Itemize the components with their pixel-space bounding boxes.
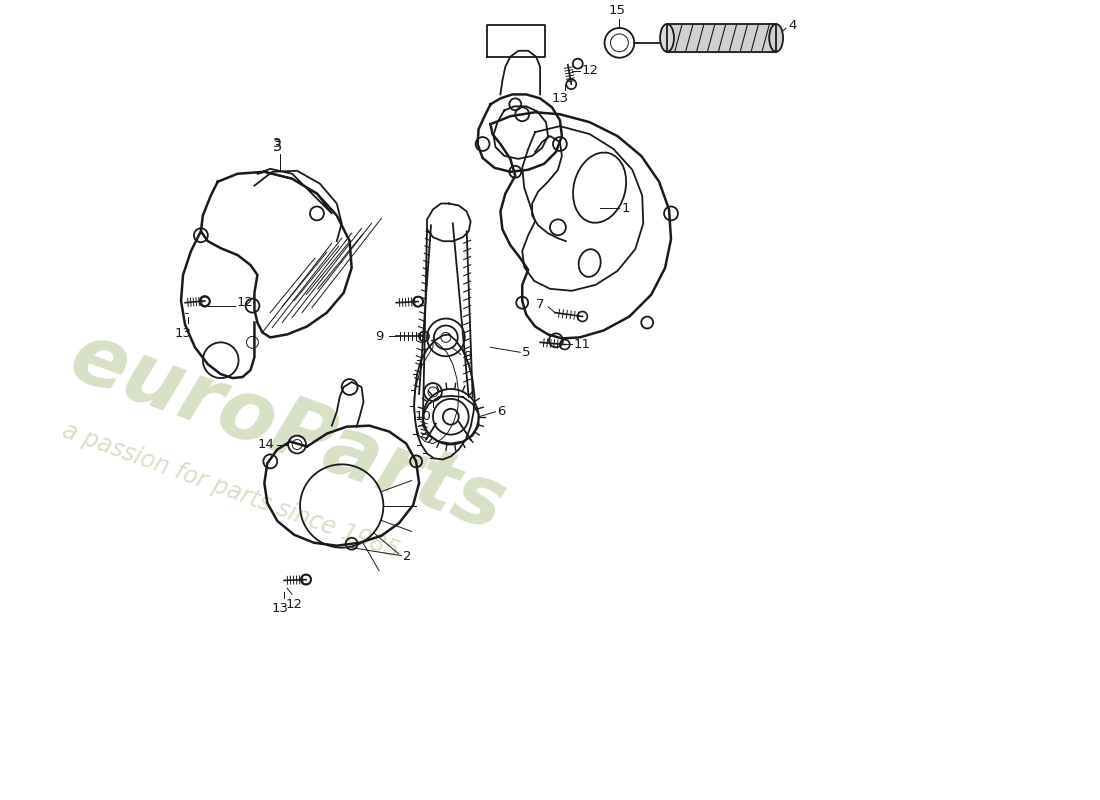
Text: 9: 9 [375, 330, 384, 343]
Text: 4: 4 [788, 19, 796, 33]
Text: 13: 13 [175, 326, 191, 339]
Text: 3: 3 [273, 137, 282, 150]
Text: 7: 7 [536, 298, 544, 311]
Text: 12: 12 [236, 296, 254, 309]
Text: euroParts: euroParts [59, 315, 516, 548]
Text: 12: 12 [582, 64, 598, 77]
Text: 10: 10 [415, 410, 431, 423]
Text: 11: 11 [574, 338, 591, 351]
Ellipse shape [660, 24, 674, 52]
Text: 5: 5 [522, 346, 530, 358]
Text: 1: 1 [621, 202, 630, 215]
Text: 14: 14 [257, 438, 274, 451]
Text: 13: 13 [272, 602, 288, 615]
Text: 13: 13 [551, 93, 569, 106]
Text: 2: 2 [404, 550, 411, 563]
Text: 15: 15 [609, 4, 626, 17]
Polygon shape [667, 24, 777, 52]
Text: 6: 6 [497, 406, 506, 418]
Text: 3: 3 [273, 139, 282, 154]
Text: a passion for parts since 1985: a passion for parts since 1985 [59, 419, 403, 563]
Text: 8: 8 [463, 350, 471, 362]
Ellipse shape [769, 24, 783, 52]
Text: 12: 12 [286, 598, 302, 611]
